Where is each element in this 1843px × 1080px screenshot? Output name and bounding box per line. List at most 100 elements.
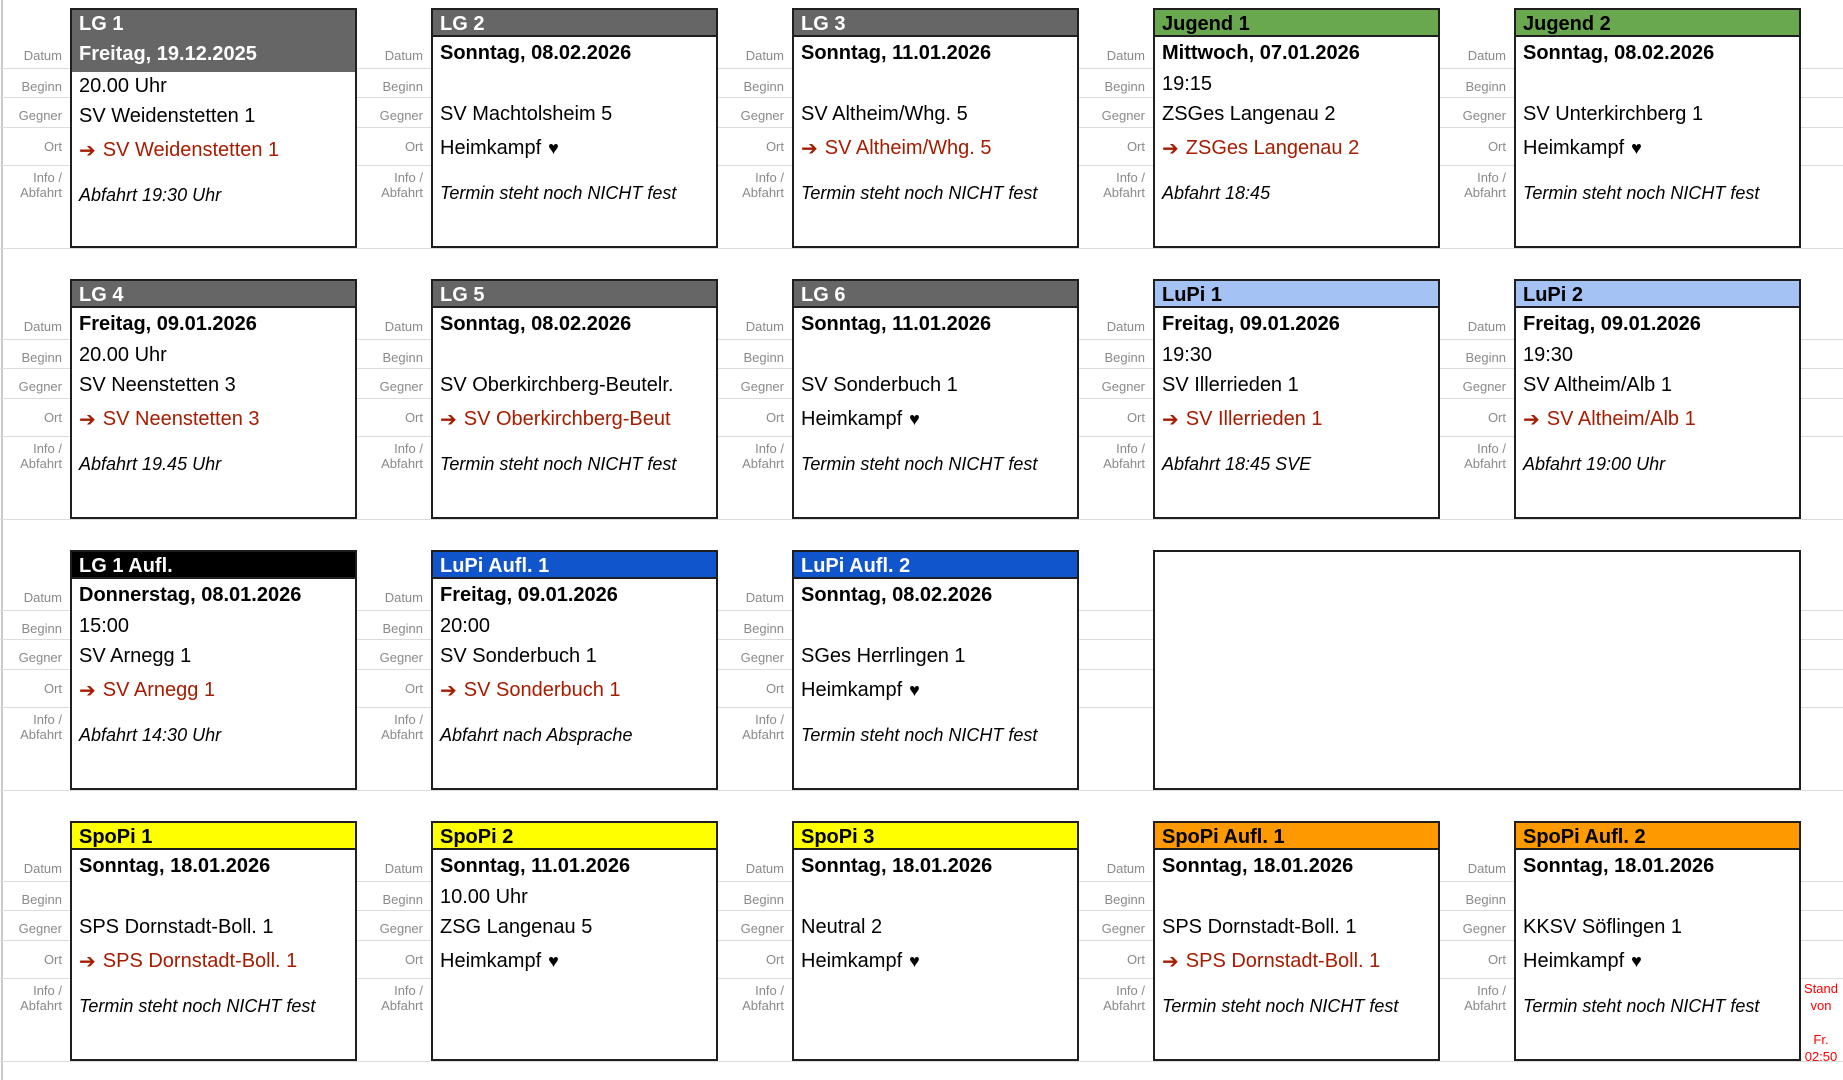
- match-card: SpoPi Aufl. 1 Sonntag, 18.01.2026 SPS Do…: [1153, 821, 1440, 1061]
- away-arrow-icon: ➔: [801, 137, 818, 160]
- label-beginn: Beginn: [743, 79, 784, 94]
- label-gegner: Gegner: [18, 921, 62, 936]
- info-value: Termin steht noch NICHT fest: [1162, 996, 1399, 1016]
- match-card: SpoPi 3 Sonntag, 18.01.2026 Neutral 2 ➔ …: [792, 821, 1079, 1061]
- match-card: LG 6 Sonntag, 11.01.2026 SV Sonderbuch 1…: [792, 279, 1079, 519]
- card-title: SpoPi Aufl. 1: [1155, 823, 1438, 850]
- label-gegner: Gegner: [1462, 108, 1506, 123]
- ort-away-link[interactable]: ➔ SPS Dornstadt-Boll. 1: [1162, 949, 1380, 974]
- gegner-value: SPS Dornstadt-Boll. 1: [1162, 915, 1357, 938]
- label-info-abfahrt: Info / Abfahrt: [20, 170, 62, 200]
- ort-home-text: Heimkampf: [440, 136, 542, 159]
- info-value: Termin steht noch NICHT fest: [1523, 996, 1760, 1016]
- card-title: LuPi 2: [1516, 281, 1799, 308]
- ort-away-text: SV Arnegg 1: [102, 678, 216, 701]
- label-info-abfahrt: Info / Abfahrt: [20, 712, 62, 742]
- away-arrow-icon: ➔: [440, 679, 457, 702]
- label-beginn: Beginn: [1465, 350, 1506, 365]
- label-info-abfahrt: Info / Abfahrt: [1103, 441, 1145, 471]
- label-info-abfahrt: Info / Abfahrt: [1464, 441, 1506, 471]
- label-beginn: Beginn: [1104, 892, 1145, 907]
- info-value: Termin steht noch NICHT fest: [440, 183, 677, 203]
- match-card: LG 4 Freitag, 09.01.2026 20.00 Uhr SV Ne…: [70, 279, 357, 519]
- label-info-abfahrt: Info / Abfahrt: [1464, 170, 1506, 200]
- card-title: LG 6: [794, 281, 1077, 308]
- label-ort: Ort: [765, 681, 784, 696]
- ort-away-link[interactable]: ➔ SV Weidenstetten 1: [79, 138, 279, 163]
- card-title: LG 2: [433, 10, 716, 37]
- beginn-value: [794, 70, 1077, 99]
- beginn-value: [1516, 883, 1799, 912]
- beginn-value: [72, 883, 355, 912]
- label-gegner: Gegner: [379, 650, 423, 665]
- away-arrow-icon: ➔: [1162, 950, 1179, 973]
- match-card: LuPi 1 Freitag, 09.01.2026 19:30 SV Ille…: [1153, 279, 1440, 519]
- label-info-abfahrt: Info / Abfahrt: [20, 983, 62, 1013]
- ort-row: ➔ ZSGes Langenau 2 ZSGes Langenau 2 ♥: [1155, 129, 1438, 167]
- label-ort: Ort: [404, 410, 423, 425]
- beginn-value: 20:00: [440, 615, 491, 637]
- label-gegner: Gegner: [740, 650, 784, 665]
- label-info-abfahrt: Info / Abfahrt: [742, 983, 784, 1013]
- info-value: Abfahrt 18:45 SVE: [1162, 454, 1312, 474]
- datum-value: Donnerstag, 08.01.2026: [79, 584, 302, 606]
- ort-row: ➔ SV Oberkirchberg-Beut SV Oberkirchberg…: [433, 400, 716, 438]
- label-beginn: Beginn: [1465, 79, 1506, 94]
- ort-away-link[interactable]: ➔ SV Altheim/Whg. 5: [801, 136, 992, 161]
- datum-value: Sonntag, 11.01.2026: [801, 42, 992, 64]
- info-value: Abfahrt 18:45: [1162, 183, 1271, 203]
- label-ort: Ort: [43, 952, 62, 967]
- ort-row: ➔ SV Illerrieden 1 SV Illerrieden 1 ♥: [1155, 400, 1438, 438]
- ort-row: ➔ Heimkampf Heimkampf ♥: [1516, 942, 1799, 980]
- label-ort: Ort: [1126, 952, 1145, 967]
- last-updated-line2: Fr. 02:50: [1804, 1032, 1838, 1064]
- ort-home-text: Heimkampf: [1523, 949, 1625, 972]
- away-arrow-icon: ➔: [79, 139, 96, 162]
- datum-value: Freitag, 09.01.2026: [79, 313, 257, 335]
- ort-home: Heimkampf ♥: [801, 408, 920, 431]
- label-gegner: Gegner: [18, 108, 62, 123]
- info-value: Abfahrt nach Absprache: [440, 725, 633, 745]
- ort-home-text: Heimkampf: [801, 949, 903, 972]
- info-value: Termin steht noch NICHT fest: [801, 454, 1038, 474]
- datum-value: Freitag, 09.01.2026: [440, 584, 618, 606]
- label-beginn: Beginn: [743, 350, 784, 365]
- label-gegner: Gegner: [740, 108, 784, 123]
- match-card: LuPi Aufl. 2 Sonntag, 08.02.2026 SGes He…: [792, 550, 1079, 790]
- row-label-column: Datum Beginn Gegner Ort Info / Abfahrt: [1448, 8, 1510, 248]
- ort-away-link[interactable]: ➔ SV Oberkirchberg-Beut: [440, 407, 671, 432]
- page-left-edge-line: [1, 0, 3, 1080]
- ort-away-link[interactable]: ➔ SV Sonderbuch 1: [440, 678, 621, 703]
- label-beginn: Beginn: [21, 350, 62, 365]
- label-ort: Ort: [43, 410, 62, 425]
- label-gegner: Gegner: [379, 108, 423, 123]
- label-ort: Ort: [765, 139, 784, 154]
- ort-row: ➔ Heimkampf Heimkampf ♥: [794, 671, 1077, 709]
- ort-away-link[interactable]: ➔ SPS Dornstadt-Boll. 1: [79, 949, 297, 974]
- ort-home-text: Heimkampf: [801, 678, 903, 701]
- beginn-value: 20.00 Uhr: [79, 75, 167, 97]
- label-beginn: Beginn: [743, 892, 784, 907]
- label-info-abfahrt: Info / Abfahrt: [742, 170, 784, 200]
- ort-away-text: SPS Dornstadt-Boll. 1: [1185, 949, 1381, 972]
- home-heart-icon: ♥: [1631, 950, 1642, 971]
- ort-away-link[interactable]: ➔ SV Altheim/Alb 1: [1523, 407, 1696, 432]
- beginn-value: 15:00: [79, 615, 130, 637]
- ort-away-link[interactable]: ➔ SV Arnegg 1: [79, 678, 215, 703]
- label-gegner: Gegner: [1101, 921, 1145, 936]
- label-datum: Datum: [384, 590, 423, 605]
- ort-home: Heimkampf ♥: [1523, 950, 1642, 973]
- card-title: LuPi Aufl. 1: [433, 552, 716, 579]
- card-title: SpoPi Aufl. 2: [1516, 823, 1799, 850]
- datum-value: Sonntag, 08.02.2026: [440, 313, 632, 335]
- info-value: Abfahrt 19.45 Uhr: [79, 454, 222, 474]
- match-card: LG 2 Sonntag, 08.02.2026 SV Machtolsheim…: [431, 8, 718, 248]
- row-label-column: Datum Beginn Gegner Ort Info / Abfahrt: [365, 821, 427, 1061]
- ort-away-link[interactable]: ➔ SV Neenstetten 3: [79, 407, 260, 432]
- match-card: LuPi Aufl. 1 Freitag, 09.01.2026 20:00 S…: [431, 550, 718, 790]
- ort-away-link[interactable]: ➔ SV Illerrieden 1: [1162, 407, 1323, 432]
- ort-away-link[interactable]: ➔ ZSGes Langenau 2: [1162, 136, 1359, 161]
- ort-away-text: SV Sonderbuch 1: [463, 678, 621, 701]
- gegner-value: SV Unterkirchberg 1: [1523, 102, 1704, 125]
- home-heart-icon: ♥: [548, 137, 559, 158]
